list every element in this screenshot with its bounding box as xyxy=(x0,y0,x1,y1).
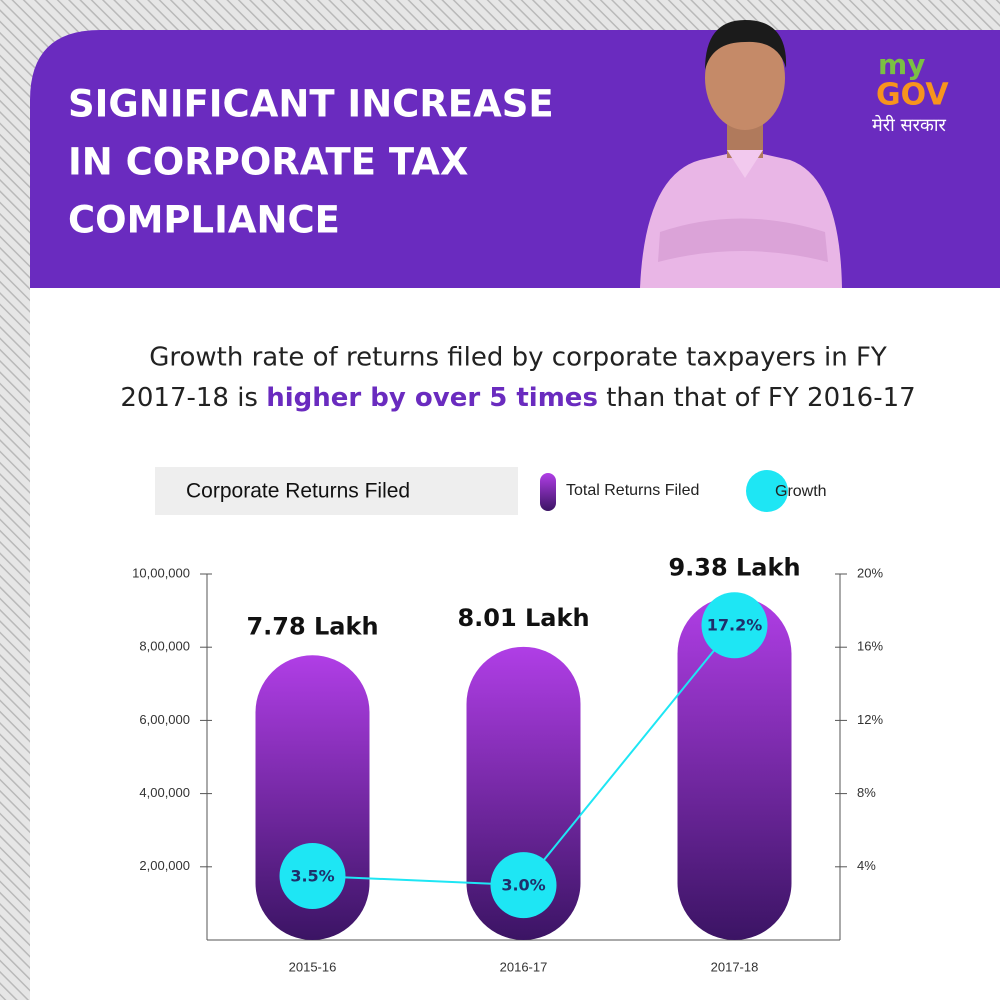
legend-label: Total Returns Filed xyxy=(566,482,699,499)
legend-label: Growth xyxy=(775,483,827,500)
title-line: COMPLIANCE xyxy=(68,199,340,242)
y-tick-label: 10,00,000 xyxy=(132,565,190,580)
growth-value-label: 3.5% xyxy=(290,866,334,885)
logo-tagline: मेरी सरकार xyxy=(872,114,947,136)
y2-tick-label: 4% xyxy=(857,858,876,873)
subtitle-line: 2017-18 is higher by over 5 times than t… xyxy=(120,383,915,413)
x-tick-label: 2015-16 xyxy=(289,959,337,974)
y2-tick-label: 20% xyxy=(857,565,883,580)
x-tick-label: 2016-17 xyxy=(500,959,548,974)
legend-swatch xyxy=(746,470,788,512)
title-line: SIGNIFICANT INCREASE xyxy=(68,83,554,126)
y2-tick-label: 12% xyxy=(857,712,883,727)
subtitle-text: 2017-18 is xyxy=(120,383,258,413)
y-tick-label: 2,00,000 xyxy=(139,858,190,873)
growth-point xyxy=(490,852,557,919)
legend-swatch xyxy=(540,473,556,511)
growth-point xyxy=(279,842,346,909)
y-tick-label: 4,00,000 xyxy=(139,785,190,800)
subtitle-line: Growth rate of returns filed by corporat… xyxy=(149,343,887,373)
subtitle-highlight: higher by over 5 times xyxy=(266,383,598,413)
chart-title: Corporate Returns Filed xyxy=(186,480,410,503)
y-tick-label: 6,00,000 xyxy=(139,712,190,727)
bar-value-label: 7.78 Lakh xyxy=(246,612,378,640)
logo-gov: GOV xyxy=(876,78,949,113)
y-tick-label: 8,00,000 xyxy=(139,639,190,654)
title-line: IN CORPORATE TAX xyxy=(68,141,468,184)
bar xyxy=(677,596,792,940)
bar xyxy=(466,646,581,940)
y2-tick-label: 8% xyxy=(857,785,876,800)
growth-point xyxy=(701,592,768,659)
growth-value-label: 17.2% xyxy=(707,616,763,635)
y2-tick-label: 16% xyxy=(857,639,883,654)
subtitle-text: than that of FY 2016-17 xyxy=(606,383,915,413)
bar-value-label: 9.38 Lakh xyxy=(668,554,800,582)
logo-my: my xyxy=(878,48,925,81)
presenter-illustration xyxy=(640,20,842,288)
chart-title-box xyxy=(155,467,518,515)
bar-value-label: 8.01 Lakh xyxy=(457,604,589,632)
growth-value-label: 3.0% xyxy=(501,876,545,895)
x-tick-label: 2017-18 xyxy=(711,959,759,974)
